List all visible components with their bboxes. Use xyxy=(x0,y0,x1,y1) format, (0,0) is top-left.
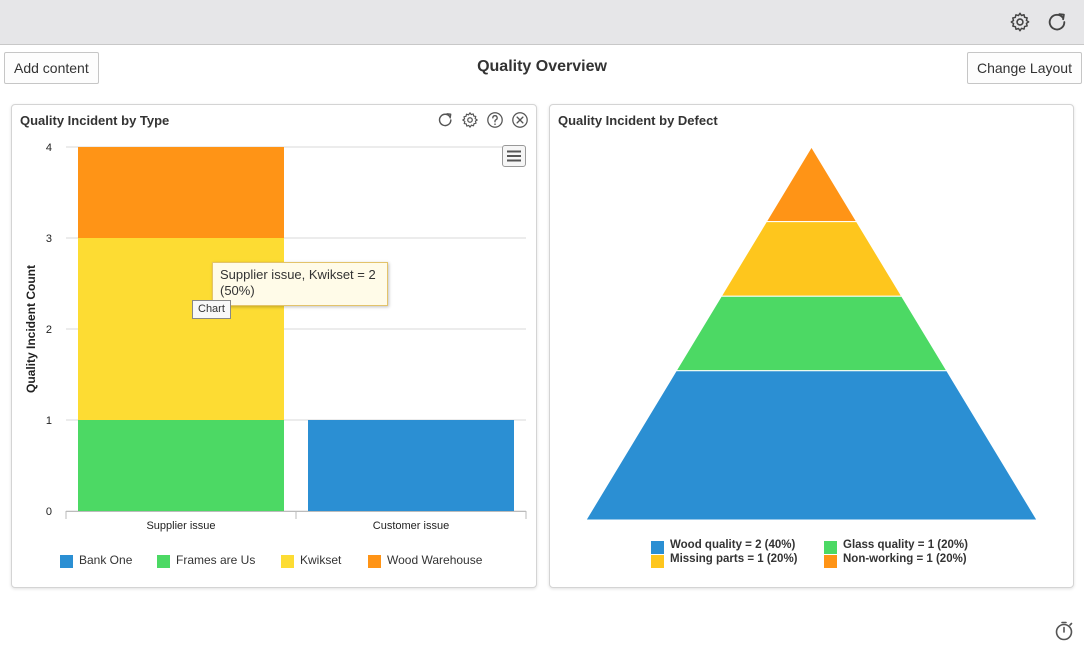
x-tick-label: Supplier issue xyxy=(146,520,215,532)
panel-title: Quality Incident by Type xyxy=(20,113,170,128)
chart-menu-button[interactable] xyxy=(502,145,526,167)
gear-icon[interactable] xyxy=(1009,11,1031,33)
legend-label: Wood Warehouse xyxy=(387,553,483,567)
y-tick-label: 4 xyxy=(46,142,52,154)
legend-swatch xyxy=(651,555,664,568)
pyramid-segment-glass-quality[interactable] xyxy=(675,295,948,372)
y-tick-label: 2 xyxy=(46,324,52,336)
legend-label: Non-working = 1 (20%) xyxy=(843,553,967,565)
gear-icon[interactable] xyxy=(461,111,479,129)
y-tick-label: 0 xyxy=(46,506,52,518)
bar-segment-wood-warehouse[interactable] xyxy=(78,147,284,238)
refresh-icon[interactable] xyxy=(1046,11,1068,33)
pyramid-segment-missing-parts[interactable] xyxy=(720,221,903,297)
tooltip-line-1: Supplier issue, Kwikset = 2 xyxy=(220,267,376,282)
help-icon[interactable] xyxy=(486,111,504,129)
page-title: Quality Overview xyxy=(477,58,607,75)
panel-title: Quality Incident by Defect xyxy=(558,113,718,128)
stopwatch-icon[interactable] xyxy=(1054,620,1076,642)
legend-label: Missing parts = 1 (20%) xyxy=(670,553,798,565)
legend-swatch xyxy=(157,555,170,568)
y-axis-label: Quality Incident Count xyxy=(24,265,38,393)
tooltip-line-2: (50%) xyxy=(220,283,255,298)
bar-tooltip: Supplier issue, Kwikset = 2 (50%) xyxy=(212,262,388,306)
legend-label: Glass quality = 1 (20%) xyxy=(843,539,968,551)
legend-swatch xyxy=(60,555,73,568)
bar-segment-bank-one[interactable] xyxy=(308,420,514,511)
y-tick-label: 3 xyxy=(46,233,52,245)
legend-label: Frames are Us xyxy=(176,553,256,567)
pyramid-segment-non-working[interactable] xyxy=(765,146,858,223)
add-content-button[interactable]: Add content xyxy=(4,52,99,84)
bar-segment-frames-are-us[interactable] xyxy=(78,420,284,511)
legend-swatch xyxy=(824,541,837,554)
legend-label: Kwikset xyxy=(300,553,342,567)
chart-tag-label: Chart xyxy=(192,300,231,319)
legend-swatch xyxy=(368,555,381,568)
legend-swatch xyxy=(824,555,837,568)
legend-label: Bank One xyxy=(79,553,133,567)
y-tick-label: 1 xyxy=(46,415,52,427)
change-layout-button[interactable]: Change Layout xyxy=(967,52,1082,84)
top-toolbar xyxy=(0,0,1084,45)
hamburger-menu-icon xyxy=(507,150,521,162)
refresh-icon[interactable] xyxy=(436,111,454,129)
legend-label: Wood quality = 2 (40%) xyxy=(670,539,796,551)
close-icon[interactable] xyxy=(511,111,529,129)
pyramid-segment-wood-quality[interactable] xyxy=(585,370,1038,521)
legend-swatch xyxy=(651,541,664,554)
legend-swatch xyxy=(281,555,294,568)
x-tick-label: Customer issue xyxy=(373,520,449,532)
